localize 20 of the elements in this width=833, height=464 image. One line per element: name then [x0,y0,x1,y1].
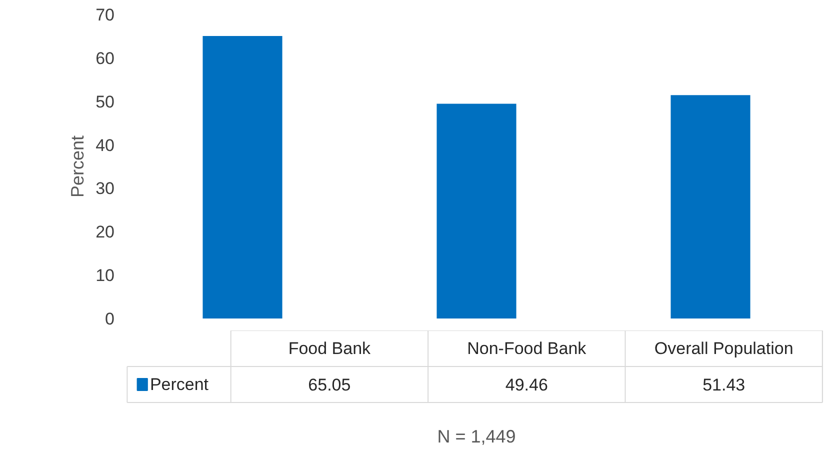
y-tick-label: 20 [96,222,115,242]
x-tick-label: Food Bank [288,339,372,358]
text: N = 1,449 [437,426,516,446]
bar [202,36,282,318]
y-tick-label: 60 [96,48,115,68]
legend-label: Percent [150,375,209,394]
y-tick-label: 70 [96,6,115,24]
y-tick-label: 0 [105,310,115,328]
y-tick-label: 40 [96,136,115,155]
data-label: 49.46 [505,376,548,394]
x-tick-label: Overall Population [654,339,794,358]
y-tick-label: 30 [96,179,115,198]
x-tick-label: Non-Food Bank [467,339,587,358]
bar [670,95,750,318]
y-axis-title: Percent [68,135,88,198]
data-label: 65.05 [308,376,351,394]
data-label: 51.43 [702,376,746,394]
bar [436,104,516,318]
y-tick-label: 10 [96,266,115,286]
y-tick-label: 50 [96,92,115,112]
